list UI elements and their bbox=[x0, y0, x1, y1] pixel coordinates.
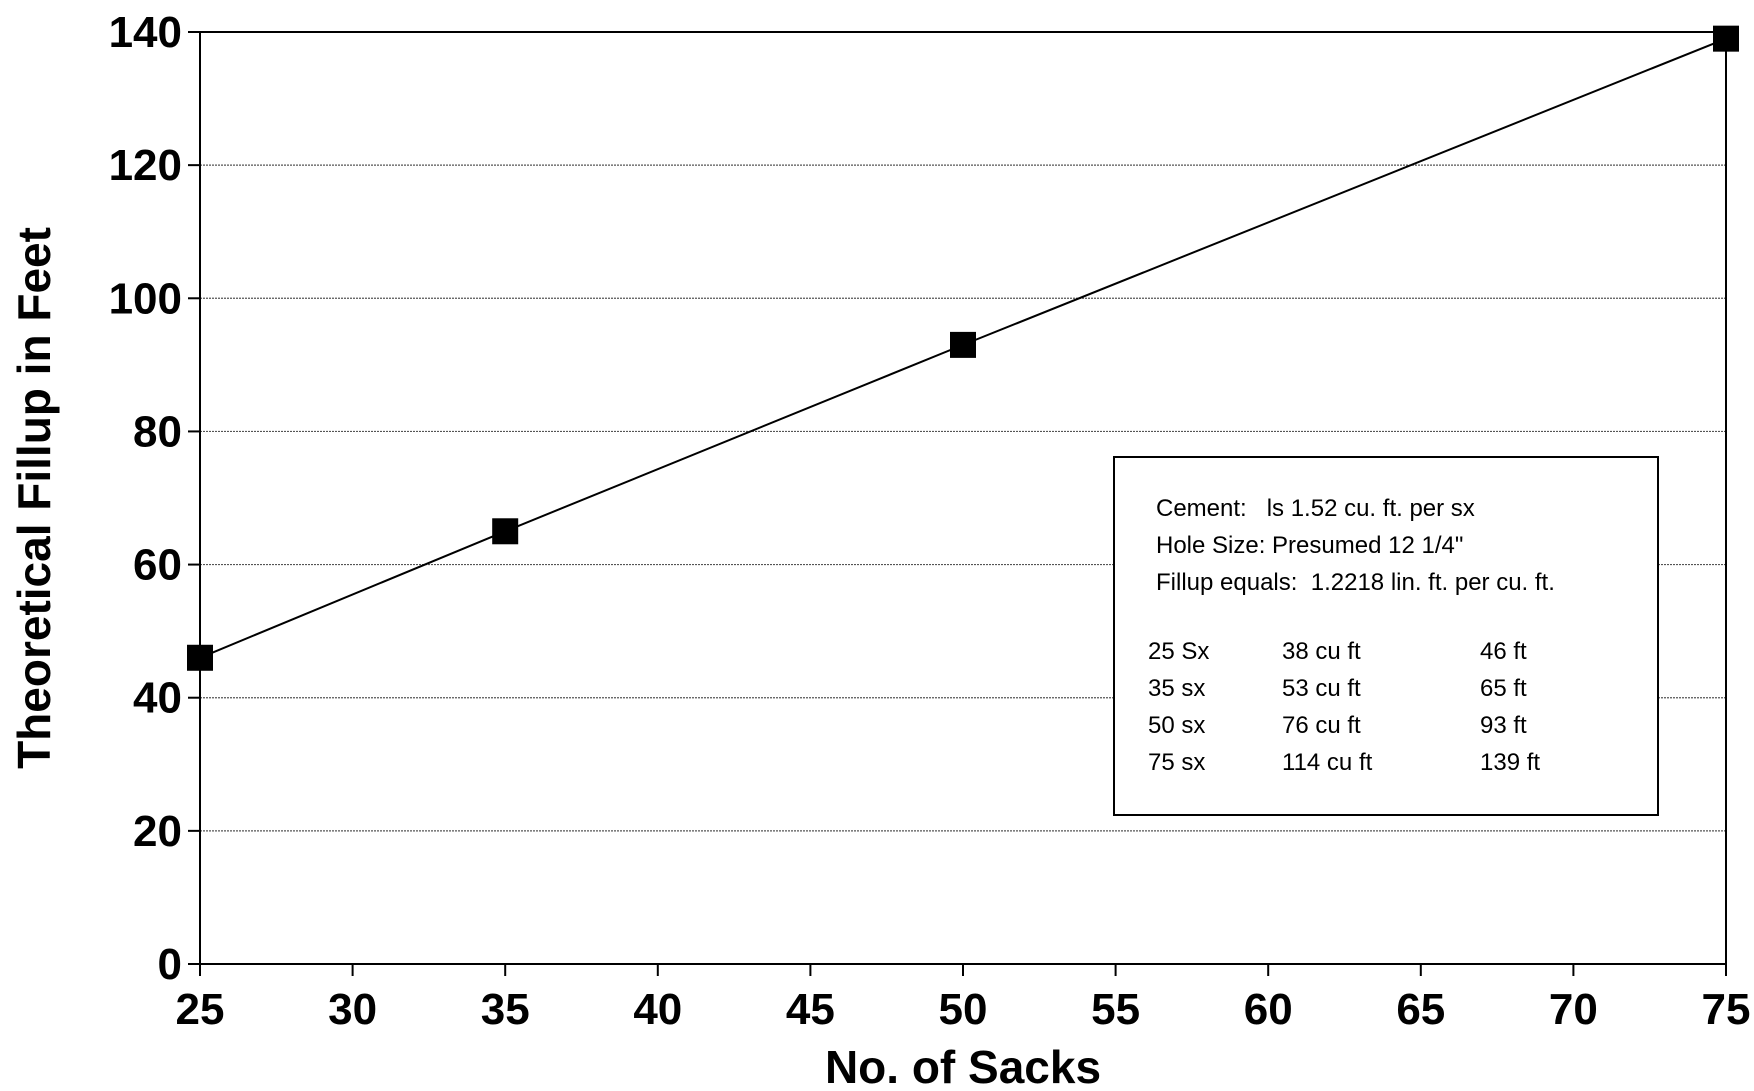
x-tick-label: 60 bbox=[1244, 985, 1293, 1034]
y-tick-label: 100 bbox=[109, 274, 182, 323]
x-tick-label: 70 bbox=[1549, 985, 1598, 1034]
y-tick-label: 60 bbox=[133, 541, 182, 590]
annotation-cement: Cement: ls 1.52 cu. ft. per sx bbox=[1156, 495, 1475, 522]
data-point-marker bbox=[187, 644, 213, 671]
annotation-hole-size: Hole Size: Presumed 12 1/4" bbox=[1156, 532, 1463, 559]
annotation-table-volume: 53 cu ft bbox=[1282, 675, 1361, 702]
y-tick-label: 120 bbox=[109, 141, 182, 190]
annotation-fillup: Fillup equals: 1.2218 lin. ft. per cu. f… bbox=[1156, 569, 1555, 596]
annotation-table-sacks: 75 sx bbox=[1148, 749, 1205, 776]
x-tick-label: 45 bbox=[786, 985, 835, 1034]
y-tick-label: 80 bbox=[133, 407, 182, 456]
annotation-table-sacks: 50 sx bbox=[1148, 712, 1205, 739]
axis-ticks bbox=[188, 31, 1727, 976]
data-point-marker bbox=[1713, 25, 1739, 52]
series bbox=[187, 25, 1739, 671]
annotation-table-volume: 76 cu ft bbox=[1282, 712, 1361, 739]
annotation-table-fillup: 46 ft bbox=[1480, 638, 1527, 665]
annotation-box: Cement: ls 1.52 cu. ft. per sx Hole Size… bbox=[1113, 456, 1659, 816]
tick-labels: 0 20 40 60 80 100 120 140 25 30 35 40 45 50 55 60 65 70 75 bbox=[109, 8, 1751, 1034]
annotation-frame bbox=[1113, 456, 1659, 816]
y-tick-label: 40 bbox=[133, 674, 182, 723]
data-point-marker bbox=[492, 518, 519, 545]
y-tick-label: 0 bbox=[158, 940, 182, 989]
gridlines bbox=[200, 164, 1726, 832]
x-tick-label: 50 bbox=[939, 985, 988, 1034]
annotation-table-volume: 38 cu ft bbox=[1282, 638, 1361, 665]
x-tick-label: 65 bbox=[1396, 985, 1445, 1034]
annotation-table-fillup: 65 ft bbox=[1480, 675, 1527, 702]
annotation-table-volume: 114 cu ft bbox=[1282, 749, 1373, 776]
x-tick-label: 30 bbox=[328, 985, 377, 1034]
x-tick-label: 25 bbox=[176, 985, 225, 1034]
x-tick-label: 55 bbox=[1091, 985, 1140, 1034]
y-tick-label: 140 bbox=[109, 8, 182, 57]
y-axis-title: Theoretical Fillup in Feet bbox=[8, 227, 60, 769]
annotation-table-sacks: 35 sx bbox=[1148, 675, 1205, 702]
data-point-marker bbox=[950, 331, 976, 358]
series-line bbox=[199, 37, 1727, 659]
annotation-table-sacks: 25 Sx bbox=[1148, 638, 1209, 665]
x-tick-label: 40 bbox=[633, 985, 682, 1034]
y-tick-label: 20 bbox=[133, 807, 182, 856]
x-tick-label: 75 bbox=[1702, 985, 1751, 1034]
x-tick-label: 35 bbox=[481, 985, 530, 1034]
annotation-table-fillup: 93 ft bbox=[1480, 712, 1527, 739]
annotation-table-fillup: 139 ft bbox=[1480, 749, 1540, 776]
x-axis-title: No. of Sacks bbox=[825, 1041, 1101, 1091]
